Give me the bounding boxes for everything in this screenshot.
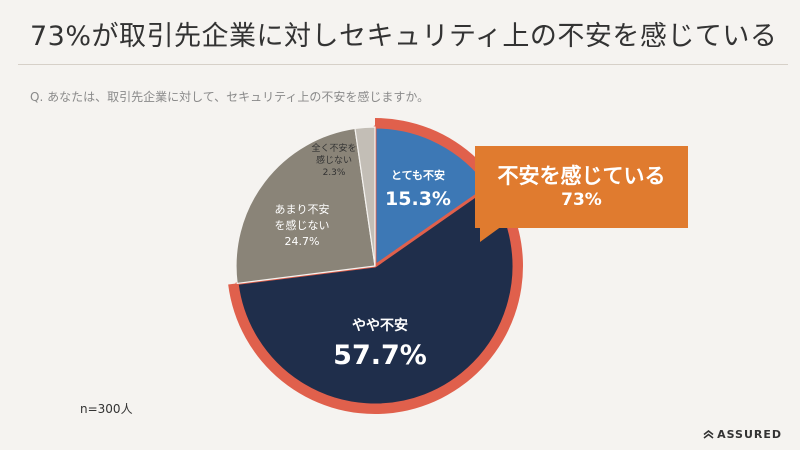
brand-name: ASSURED [717, 428, 782, 441]
brand-logo: ASSURED [703, 428, 782, 441]
label-not-very-anxious-line1: あまり不安 [275, 202, 330, 216]
label-not-at-all-anxious-line2: 感じない [316, 154, 352, 166]
callout-label: 不安を感じている [497, 163, 666, 188]
survey-question: Q. あなたは、取引先企業に対して、セキュリティ上の不安を感じますか。 [30, 90, 430, 104]
value-not-at-all-anxious: 2.3% [323, 168, 346, 178]
sample-size: n=300人 [80, 402, 133, 416]
anxiety-callout: 不安を感じている 73% [475, 146, 688, 228]
slice-not-at-all-anxious [354, 126, 376, 267]
callout-pointer [480, 226, 502, 242]
page-title: 73%が取引先企業に対しセキュリティ上の不安を感じている [30, 21, 778, 52]
label-very-anxious: とても不安 [391, 168, 445, 182]
title-divider [18, 64, 788, 65]
logo-chevron-icon [703, 430, 714, 439]
label-not-at-all-anxious-line1: 全く不安を [311, 142, 356, 154]
label-not-very-anxious-line2: を感じない [275, 219, 330, 232]
value-very-anxious: 15.3% [385, 188, 451, 210]
slice-not-very-anxious [235, 127, 376, 285]
value-somewhat-anxious: 57.7% [333, 340, 427, 371]
slice-somewhat-anxious [235, 184, 516, 407]
callout-value: 73% [561, 190, 602, 211]
label-somewhat-anxious: やや不安 [352, 317, 408, 334]
value-not-very-anxious: 24.7% [285, 235, 320, 248]
